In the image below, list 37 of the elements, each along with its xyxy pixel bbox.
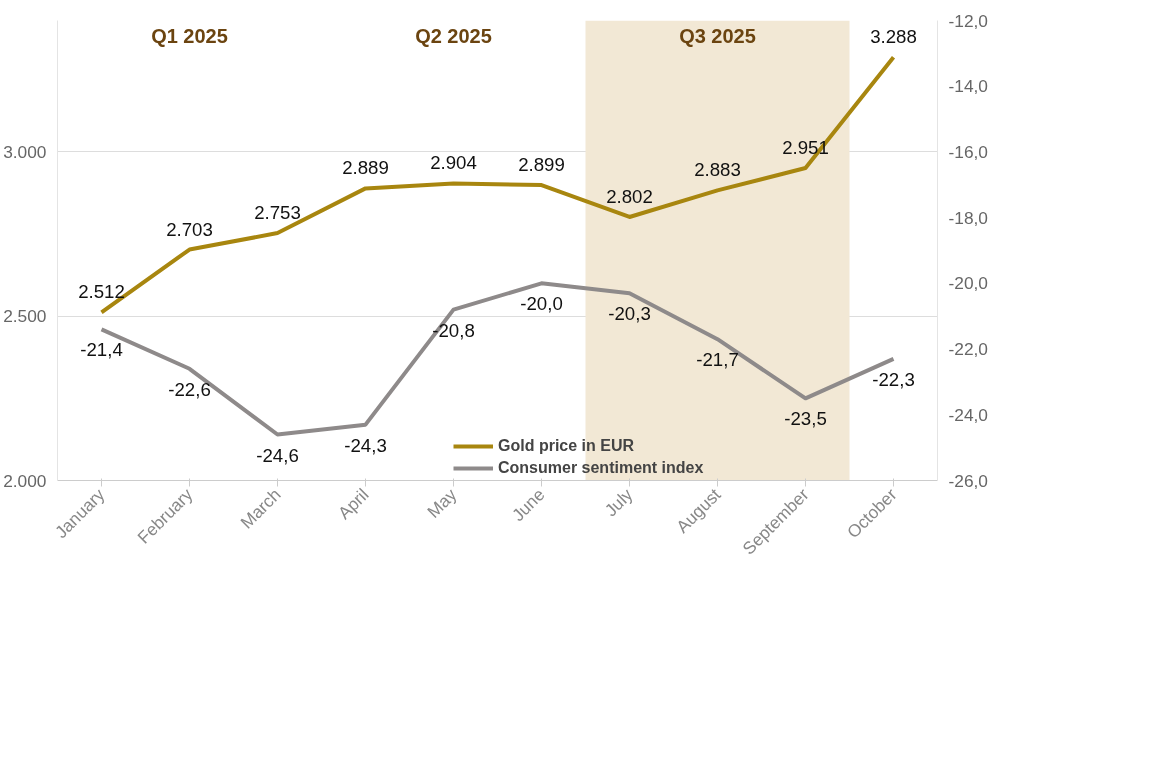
data-label: -22,3: [872, 368, 915, 390]
data-label: -24,3: [344, 434, 387, 456]
data-label: 2.802: [606, 185, 653, 207]
data-label: 2.512: [78, 281, 125, 303]
data-label: 2.883: [694, 159, 741, 181]
data-label: 2.889: [342, 157, 389, 179]
x-tick-label: July: [600, 484, 637, 521]
data-label: 2.904: [430, 152, 477, 174]
y2-tick-label: -14,0: [948, 76, 988, 97]
data-label: -21,4: [80, 339, 123, 361]
y-tick-label: 3.000: [3, 141, 47, 162]
data-label: -20,3: [608, 303, 651, 325]
data-label: 2.899: [518, 154, 565, 176]
data-label: 2.753: [254, 202, 301, 224]
data-label: -20,8: [432, 319, 475, 341]
data-label: 3.288: [870, 26, 917, 48]
data-label: -23,5: [784, 408, 827, 430]
y2-tick-label: -22,0: [948, 339, 988, 360]
y2-tick-label: -16,0: [948, 141, 988, 162]
data-label: -21,7: [696, 349, 739, 371]
y-tick-label: 2.000: [3, 470, 47, 491]
y2-tick-label: -26,0: [948, 470, 988, 491]
data-label: -20,0: [520, 293, 563, 315]
y-tick-label: 2.500: [3, 306, 47, 327]
legend-label: Gold price in EUR: [498, 437, 635, 455]
x-tick-label: May: [423, 484, 461, 522]
annotation: Q2 2025: [415, 24, 492, 47]
y2-tick-label: -20,0: [948, 273, 988, 294]
annotation: Q1 2025: [151, 24, 228, 47]
annotation: Q3 2025: [679, 24, 756, 47]
data-label: -22,6: [168, 378, 211, 400]
legend-label: Consumer sentiment index: [498, 459, 704, 477]
y2-tick-label: -24,0: [948, 404, 988, 425]
y2-tick-label: -12,0: [948, 10, 988, 31]
data-label: -24,6: [256, 444, 299, 466]
data-label: 2.703: [166, 218, 213, 240]
y2-tick-label: -18,0: [948, 207, 988, 228]
